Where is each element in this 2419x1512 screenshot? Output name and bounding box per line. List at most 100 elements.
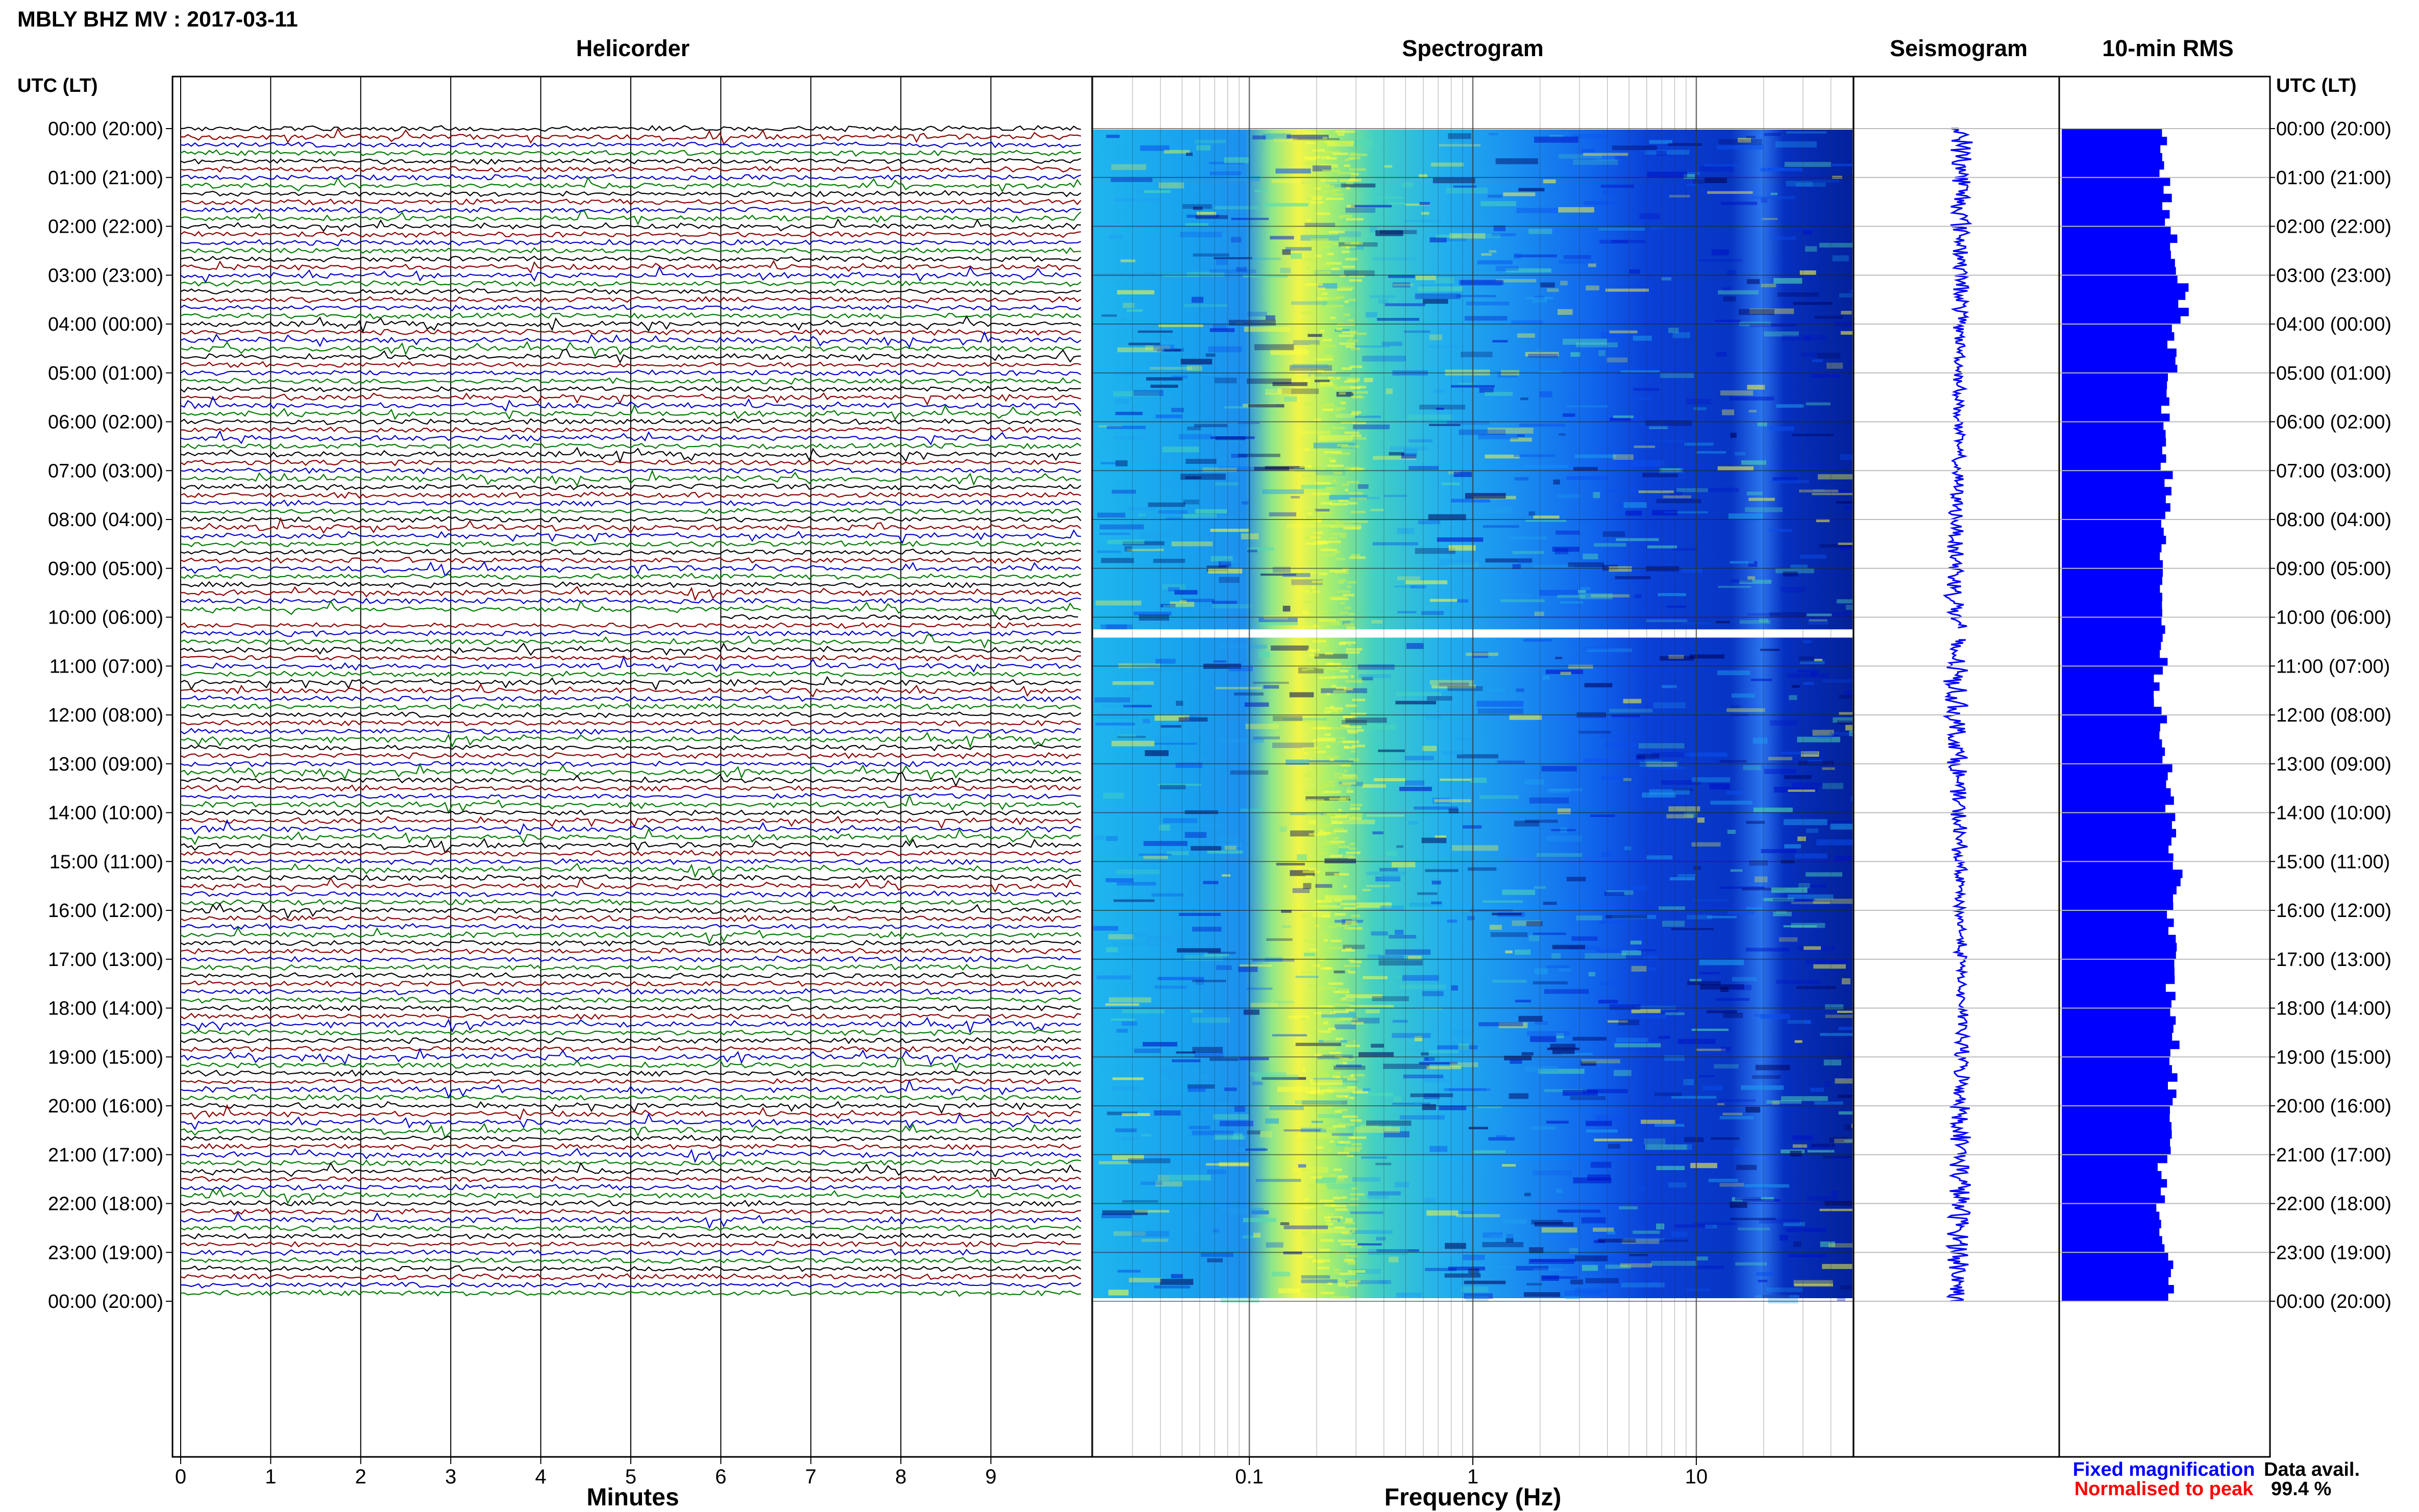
spectrogram-cell	[1154, 985, 1187, 989]
spectrogram-cell	[1525, 820, 1558, 823]
spectrogram-cell	[1830, 824, 1853, 830]
spectrogram-cell	[1334, 1065, 1366, 1070]
spectrogram-cell	[1272, 1034, 1307, 1036]
spectrogram-cell	[1324, 841, 1329, 844]
spectrogram-cell	[1262, 1077, 1306, 1080]
rms-bar	[2062, 625, 2165, 634]
spectrogram-cell	[1564, 1291, 1603, 1296]
spectrogram-cell	[1176, 1051, 1196, 1054]
spectrogram-cell	[1838, 542, 1853, 545]
spectrogram-cell	[1718, 1099, 1756, 1102]
spectrogram-cell	[1323, 812, 1341, 815]
spectrogram-cell	[1344, 431, 1360, 434]
spectrogram-cell	[1619, 1206, 1638, 1210]
spectrogram-cell	[1516, 1266, 1548, 1271]
spectrogram-cell	[1321, 624, 1328, 627]
spectrogram-cell	[1719, 886, 1765, 889]
spectrogram-cell	[1157, 977, 1204, 980]
spectrogram-cell	[1504, 1055, 1532, 1060]
helicorder-trace	[180, 1057, 1081, 1073]
spectrogram-cell	[1534, 1021, 1548, 1025]
spectrogram-cell	[1408, 439, 1433, 442]
spectrogram-cell	[1401, 453, 1417, 459]
spectrogram-cell	[1523, 1292, 1561, 1297]
spectrogram-cell	[1313, 149, 1325, 152]
spectrogram-cell	[1115, 1128, 1137, 1132]
spectrogram-cell	[1324, 451, 1342, 454]
spectrogram-cell	[1611, 240, 1645, 243]
helicorder-trace	[180, 1029, 1081, 1036]
spectrogram-cell	[1539, 589, 1578, 596]
spectrogram-cell	[1334, 1003, 1345, 1006]
spectrogram-cell	[1325, 486, 1337, 489]
spectrogram-cell	[1845, 605, 1853, 610]
spectrogram-cell	[1770, 480, 1810, 483]
spectrogram-cell	[1816, 353, 1841, 359]
spectrogram-cell	[1157, 1175, 1170, 1181]
spectrogram-cell	[1800, 751, 1819, 757]
spectrogram-cell	[1514, 254, 1557, 258]
spectrogram-cell	[1553, 479, 1560, 485]
helicorder-trace	[180, 1104, 1081, 1121]
spectrogram-cell	[1362, 677, 1373, 681]
spectrogram-cell	[1319, 271, 1331, 274]
rms-bar	[2062, 446, 2162, 455]
spectrogram-cell	[1431, 685, 1476, 689]
spectrogram-cell	[1746, 136, 1756, 138]
spectrogram-cell	[1792, 1144, 1807, 1148]
spectrogram-cell	[1349, 153, 1368, 156]
spectrogram-cell	[1335, 737, 1345, 740]
spectrogram-cell	[1306, 658, 1313, 661]
spectrogram-cell	[1370, 509, 1384, 511]
spectrogram-cell	[1335, 571, 1349, 574]
spectrogram-cell	[1474, 1164, 1491, 1170]
spectrogram-cell	[1305, 141, 1316, 144]
spectrogram-cell	[1773, 278, 1803, 284]
spectrogram-cell	[1266, 938, 1293, 941]
spectrogram-cell	[1144, 272, 1155, 275]
spectrogram-cell	[1536, 853, 1582, 857]
spectrogram-cell	[1376, 1249, 1419, 1252]
spectrogram-cell	[1419, 1062, 1458, 1064]
spectrogram-cell	[1439, 1106, 1467, 1110]
spectrogram-cell	[1329, 460, 1335, 463]
spectrogram-cell	[1671, 1231, 1688, 1237]
spectrogram-cell	[1340, 670, 1348, 673]
rms-bar	[2062, 1293, 2168, 1302]
spectrogram-cell	[1719, 1183, 1744, 1187]
spectrogram-cell	[1839, 695, 1853, 699]
spectrogram-cell	[1790, 1151, 1802, 1157]
spectrogram-cell	[1735, 1197, 1761, 1201]
spectrogram-cell	[1492, 979, 1527, 983]
spectrogram-cell	[1605, 489, 1643, 493]
spectrogram-cell	[1647, 545, 1677, 549]
spectrogram-cell	[1781, 1096, 1828, 1101]
spectrogram-cell	[1707, 1010, 1738, 1013]
spectrogram-cell	[1351, 434, 1362, 437]
spectrogram-cell	[1414, 1036, 1423, 1042]
spectrogram-cell	[1338, 783, 1351, 786]
spectrogram-cell	[1705, 177, 1727, 183]
spectrogram-cell	[1323, 554, 1336, 556]
spectrogram-cell	[1542, 675, 1550, 680]
helicorder-trace	[180, 238, 1081, 246]
spectrogram-cell	[1144, 190, 1171, 193]
spectrogram-cell	[1417, 892, 1438, 895]
spectrogram-cell	[1403, 1074, 1444, 1079]
spectrogram-cell	[1328, 947, 1342, 950]
spectrogram-cell	[1343, 1222, 1355, 1225]
spectrogram-cell	[1409, 466, 1439, 470]
spectrogram-cell	[1772, 477, 1798, 481]
helicorder-trace	[180, 442, 1081, 450]
spectrogram-cell	[1163, 275, 1199, 277]
spectrogram-cell	[1794, 853, 1828, 859]
spectrogram-cell	[1837, 1295, 1845, 1301]
rms-bar	[2062, 568, 2163, 577]
spectrogram-cell	[1214, 1133, 1243, 1140]
spectrogram-cell	[1250, 1003, 1278, 1007]
spectrogram-title: Spectrogram	[1402, 35, 1544, 61]
spectrogram-cell	[1768, 757, 1793, 760]
rms-bar	[2062, 1122, 2171, 1131]
spectrogram-cell	[1761, 849, 1796, 853]
spectrogram-cell	[1247, 547, 1274, 551]
